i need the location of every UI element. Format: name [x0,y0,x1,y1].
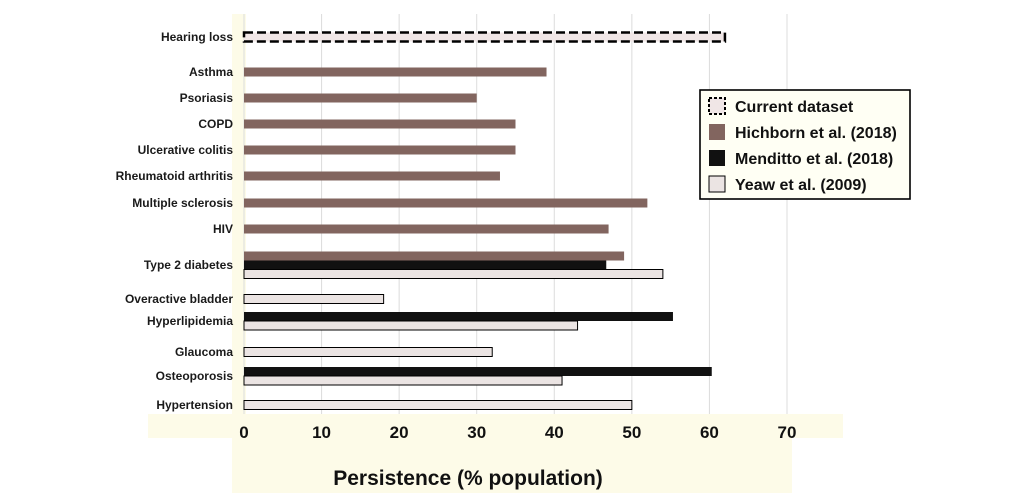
x-tick-label: 10 [312,423,331,442]
legend-box [699,89,911,200]
bar [244,312,673,321]
bar [244,145,516,155]
category-label: Ulcerative colitis [138,143,234,157]
category-label: Glaucoma [175,345,233,359]
legend-label: Current dataset [735,99,854,116]
bar [244,93,477,103]
x-tick-label: 30 [467,423,486,442]
category-label: Psoriasis [180,91,234,105]
bar [242,31,727,43]
x-tick-label: 60 [700,423,719,442]
category-label: Overactive bladder [125,292,233,306]
bar [244,119,516,129]
category-label: Hyperlipidemia [147,314,233,328]
legend-swatch [709,150,725,166]
bar [243,294,385,304]
legend-swatch [708,97,726,115]
category-label: Type 2 diabetes [144,258,233,272]
bars [242,31,727,410]
x-tick-labels: 0 10 20 30 40 50 60 70 [239,423,796,442]
x-tick-label: 70 [778,423,797,442]
category-label: Multiple sclerosis [132,196,233,210]
category-labels: Hearing loss Asthma Psoriasis COPD Ulcerativ… [116,30,234,412]
x-tick-label: 20 [390,423,409,442]
category-label: Osteoporosis [156,369,234,383]
category-label: Rheumatoid arthritis [116,169,234,183]
legend-label: Hichborn et al. (2018) [735,125,897,142]
legend-swatch [708,175,726,193]
bar [244,198,648,208]
x-axis-title: Persistence (% population) [333,467,603,490]
category-label: Hypertension [156,398,233,412]
category-label: Hearing loss [161,30,233,44]
bar [243,375,563,386]
x-tick-label: 50 [622,423,641,442]
x-tick-label: 40 [545,423,564,442]
bar [244,224,609,234]
category-label: COPD [198,117,233,131]
bar [243,320,579,331]
bar [243,347,493,357]
bar [244,367,712,376]
bar [244,171,500,181]
bar [244,251,625,261]
bar [244,260,607,270]
plot-background-left-strip [232,14,246,436]
category-label: Asthma [189,65,233,79]
plot-background-bottom-band [148,414,843,438]
bar [243,400,633,410]
bar [244,67,547,77]
category-label: HIV [213,222,233,236]
bar [243,269,664,279]
legend: Current dataset Hichborn et al. (2018) Men… [699,89,911,200]
legend-label: Menditto et al. (2018) [735,151,893,168]
legend-swatch [709,124,725,140]
legend-label: Yeaw et al. (2009) [735,177,867,194]
x-axis-title-background [232,438,792,493]
x-tick-label: 0 [239,423,248,442]
